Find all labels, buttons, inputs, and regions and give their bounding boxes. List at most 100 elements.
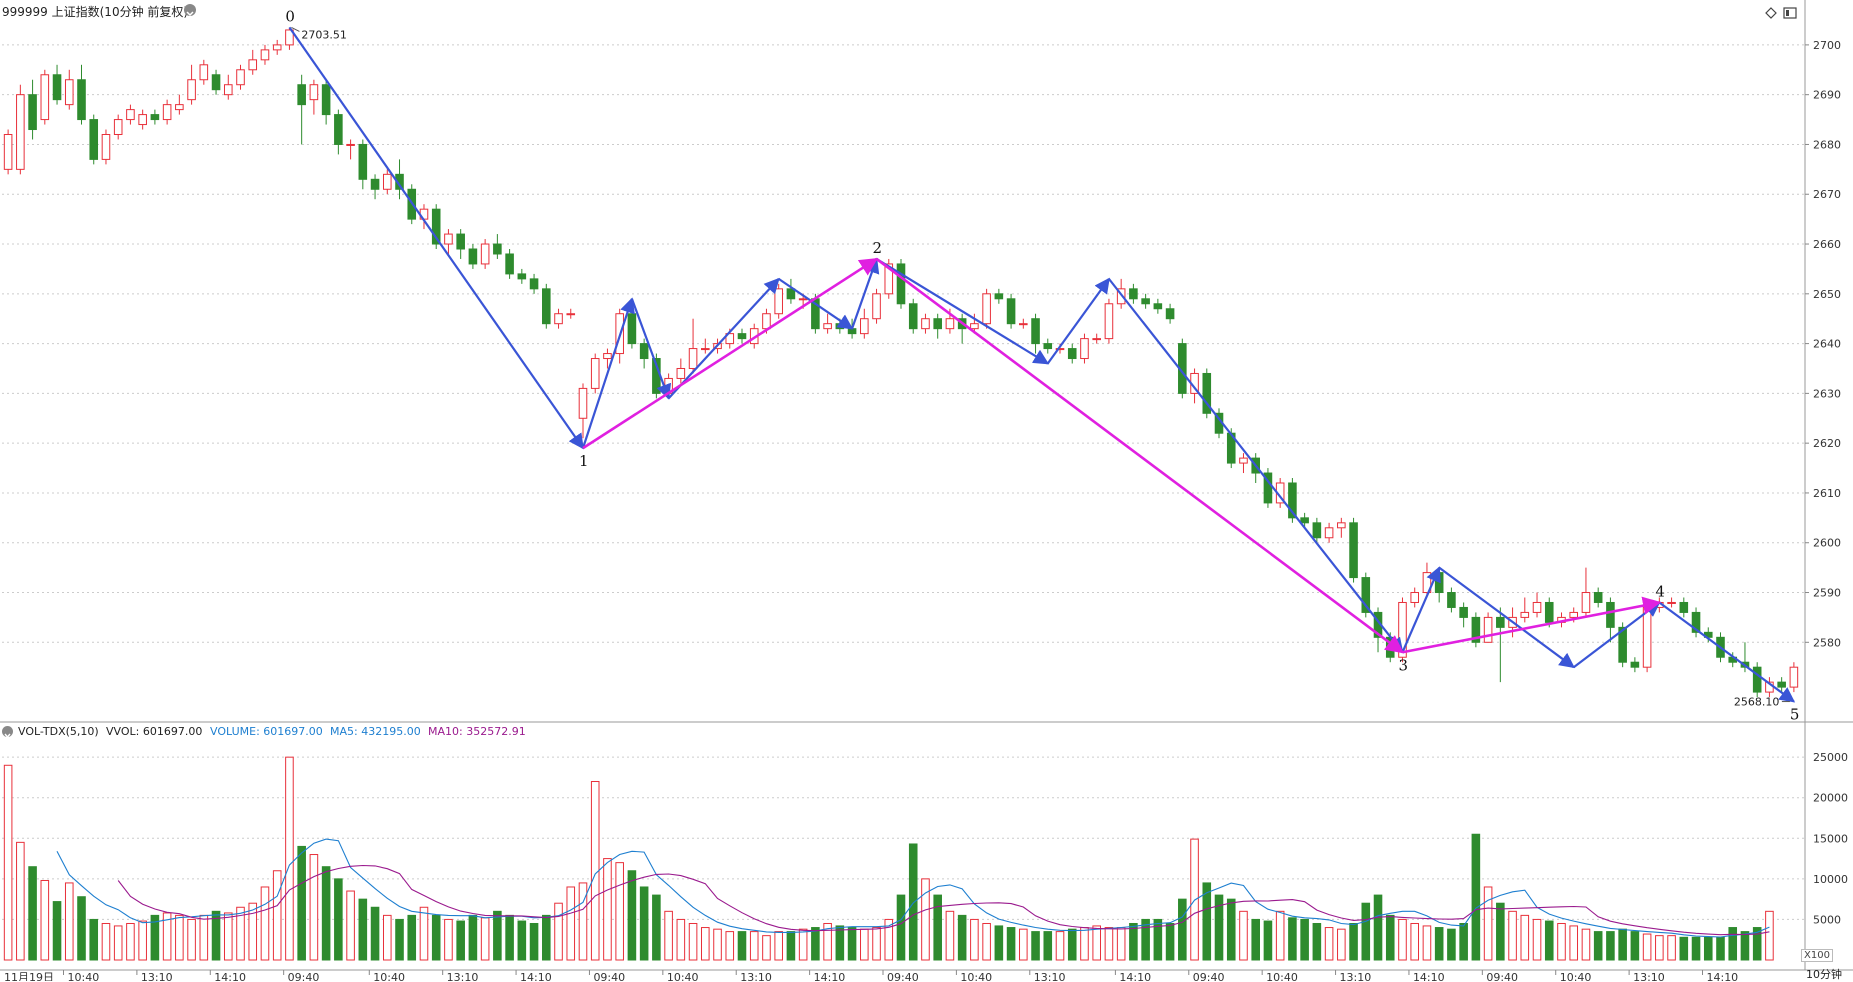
- volume-bar: [456, 920, 465, 961]
- volume-bar: [688, 922, 698, 961]
- candle-body: [896, 263, 906, 305]
- volume-bar: [1361, 902, 1371, 961]
- volume-bar: [615, 862, 624, 961]
- volume-bar: [16, 841, 25, 961]
- volume-bar: [346, 890, 355, 961]
- volume-bar: [1679, 936, 1689, 961]
- volume-bar: [652, 894, 661, 961]
- candle-body: [921, 318, 930, 330]
- candle-body: [1031, 318, 1040, 345]
- candle-body: [860, 318, 869, 335]
- volume-bar: [1178, 898, 1187, 961]
- chevron-down-icon[interactable]: [184, 4, 196, 17]
- x-tick-label: 09:40: [1486, 971, 1518, 981]
- volume-tick-label: 20000: [1813, 792, 1848, 805]
- volume-bar: [933, 894, 942, 961]
- volume-bar: [1496, 902, 1505, 961]
- volume-bar: [1667, 935, 1676, 961]
- volume-bar: [786, 931, 796, 961]
- wave-segment-magenta: [1402, 596, 1662, 654]
- x-tick-label: 14:10: [520, 971, 552, 981]
- volume-bar: [1642, 933, 1652, 961]
- volume-bar: [52, 901, 62, 961]
- candle-body: [1129, 288, 1138, 300]
- candle-body: [1153, 303, 1163, 310]
- candle-body: [603, 353, 612, 360]
- wave-label-4: 4: [1655, 582, 1665, 600]
- candle-body: [444, 233, 453, 245]
- candle-body: [382, 173, 392, 190]
- candle-body: [1312, 522, 1322, 539]
- volume-bar: [64, 882, 74, 961]
- volume-bar: [260, 886, 270, 961]
- volume-bar: [798, 928, 808, 961]
- x-tick-label: 13:10: [1034, 971, 1066, 981]
- candle-body: [1667, 601, 1676, 604]
- candle-body: [1593, 592, 1603, 603]
- candle-body: [639, 343, 649, 360]
- candle-body: [309, 84, 319, 101]
- candle-body: [908, 303, 918, 330]
- chart-labels: 0 1 2 3 4 5 2703.51 2568.10: [285, 7, 1799, 723]
- candle-body: [89, 119, 99, 160]
- volume-bar: [334, 878, 343, 961]
- candle-body: [798, 298, 808, 301]
- panel-toggle-icon[interactable]: [1783, 4, 1797, 19]
- candle-body: [211, 74, 221, 91]
- candle-body: [468, 248, 478, 265]
- period-label[interactable]: 10分钟: [1806, 968, 1842, 981]
- volume-bar: [872, 927, 881, 961]
- volume-bar: [1300, 918, 1309, 961]
- candle-body: [578, 387, 588, 419]
- price-tick-label: 2630: [1813, 387, 1841, 400]
- volume-bar: [529, 922, 539, 961]
- volume-tick-label: 10000: [1813, 873, 1848, 886]
- x-tick-label: 14:10: [1119, 971, 1151, 981]
- price-tick-label: 2700: [1813, 39, 1841, 52]
- candle-body: [1141, 298, 1150, 305]
- diamond-icon[interactable]: [1765, 4, 1777, 19]
- candle-body: [1043, 343, 1053, 350]
- high-price-label: 2703.51: [301, 28, 347, 41]
- volume-bar: [774, 931, 783, 961]
- candle-body: [199, 64, 209, 81]
- volume-bar: [138, 920, 147, 961]
- volume-bar: [1251, 918, 1260, 961]
- volume-tick-label: 25000: [1813, 751, 1848, 764]
- volume-menu-icon[interactable]: [2, 726, 13, 739]
- price-tick-label: 2690: [1813, 89, 1841, 102]
- volume-bar: [1312, 922, 1322, 961]
- price-tick-label: 2650: [1813, 288, 1841, 301]
- candle-body: [77, 79, 86, 121]
- candle-body: [150, 114, 160, 121]
- candle-body: [933, 318, 942, 330]
- candle-body: [16, 94, 25, 170]
- volume-bar: [1765, 910, 1774, 961]
- candle-body: [113, 119, 123, 136]
- candle-body: [542, 288, 551, 325]
- volume-bar: [1275, 910, 1285, 961]
- candle-body: [1569, 611, 1579, 618]
- volume-bar: [28, 866, 37, 961]
- candle-body: [1789, 666, 1799, 688]
- volume-bar: [505, 914, 514, 961]
- volume-bars: [3, 756, 1774, 961]
- volume-bar: [1202, 882, 1212, 961]
- ma5-line: [56, 838, 1770, 938]
- price-tick-label: 2680: [1813, 138, 1841, 151]
- candle-body: [1361, 577, 1371, 613]
- candle-body: [1263, 472, 1273, 504]
- volume-unit-badge: X100: [1801, 949, 1833, 962]
- volume-bar: [1716, 936, 1725, 961]
- volume-bar: [542, 914, 551, 961]
- candle-body: [162, 104, 172, 121]
- candle-body: [1006, 298, 1016, 325]
- volume-bar: [236, 906, 245, 961]
- candle-body: [175, 104, 184, 111]
- volume-bar: [1263, 920, 1273, 961]
- volume-bar: [896, 894, 906, 961]
- volume-tick-label: 15000: [1813, 832, 1848, 845]
- volume-bar: [1618, 928, 1627, 961]
- volume-bar: [639, 886, 649, 961]
- volume-bar: [811, 927, 820, 961]
